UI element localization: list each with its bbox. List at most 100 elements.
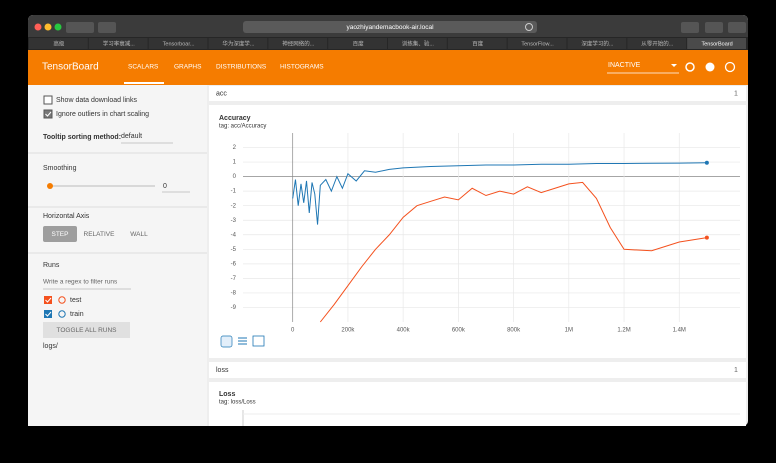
section-count: 1 [734, 367, 738, 374]
tab[interactable] [567, 38, 627, 49]
dropdown-arrow [671, 64, 677, 67]
section-header[interactable] [209, 362, 746, 378]
tab[interactable] [268, 38, 328, 49]
settings-icon[interactable] [705, 62, 715, 72]
y-tick-label: -6 [231, 261, 237, 267]
axis-option[interactable]: RELATIVE [84, 231, 116, 238]
series-end-marker [704, 235, 709, 240]
x-tick-label: 0 [291, 328, 295, 334]
series-line [292, 162, 707, 225]
close-button[interactable] [34, 23, 42, 31]
checkbox[interactable] [43, 95, 53, 105]
help-icon[interactable] [724, 61, 736, 73]
y-tick-label: -8 [231, 291, 237, 297]
axis-button-active[interactable] [43, 226, 77, 242]
tabs: 高级 学习率衰减... Tensorboar... 华为深度学... 神经网络的... 百… [29, 38, 746, 49]
check-mark [45, 311, 52, 317]
minimize-button[interactable] [44, 23, 52, 31]
y-tick-label: -4 [231, 232, 237, 238]
tab-label[interactable]: 华为深度学... [222, 39, 255, 47]
axis-option[interactable]: WALL [130, 231, 148, 238]
y-tick-label: -7 [231, 276, 237, 282]
y-tick-label: 0 [233, 174, 237, 180]
run-color [58, 296, 66, 304]
sidebar [28, 85, 207, 426]
run-color [58, 310, 66, 318]
tab[interactable] [447, 38, 507, 49]
refresh-icon[interactable] [685, 62, 695, 72]
download-button[interactable] [681, 22, 699, 33]
reload-icon[interactable] [525, 23, 533, 31]
section-label: Smoothing [43, 165, 77, 172]
tabs-button[interactable] [728, 22, 746, 33]
tab[interactable] [328, 38, 387, 49]
address-bar[interactable] [243, 21, 537, 33]
run-name: train [70, 311, 84, 318]
runs: test train [44, 296, 84, 318]
tab[interactable] [148, 38, 208, 49]
y-tick-label: -2 [231, 203, 237, 209]
x-tick-label: 1.2M [617, 328, 630, 334]
tab-label[interactable]: 训练集、验... [402, 39, 435, 47]
smoothing-value[interactable]: 0 [163, 183, 167, 190]
run-name: test [70, 297, 81, 304]
tab[interactable] [687, 38, 746, 49]
tab[interactable] [208, 38, 268, 49]
y-tick-label: 2 [233, 145, 237, 151]
plot: 2 1 0 -1 -2 -3 -4 -5 -6 -7 -8 -9 0 200k 400k 600k 800k 1M… [231, 133, 740, 334]
tab[interactable] [88, 38, 148, 49]
logdir: logs/ [43, 343, 58, 350]
slider-thumb[interactable] [47, 183, 53, 189]
y-tick-label: 1 [233, 160, 237, 166]
run-checkbox[interactable] [44, 310, 52, 318]
chart-title: Loss [219, 391, 235, 398]
tab-label[interactable]: 深度学习的... [581, 39, 614, 47]
data-toggle-button[interactable] [238, 337, 247, 345]
section-header[interactable] [209, 86, 746, 101]
tab-label[interactable]: 百度 [353, 39, 365, 47]
run-filter[interactable]: Write a regex to filter runs [43, 279, 118, 286]
history-buttons[interactable] [66, 22, 94, 33]
share-button[interactable] [705, 22, 723, 33]
section-name: acc [216, 90, 227, 97]
sidebar-button[interactable] [98, 22, 116, 33]
y-tick-label: -3 [231, 218, 237, 224]
tab-label[interactable]: 高级 [53, 39, 65, 47]
tab-label[interactable]: TensorFlow... [521, 41, 554, 47]
app-title: TensorBoard [42, 62, 99, 73]
option-label: Show data download links [56, 97, 137, 104]
nav-active-indicator [124, 82, 164, 84]
tab[interactable] [388, 38, 447, 49]
tab-label[interactable]: 学习率衰减... [103, 39, 136, 47]
y-tick-label: -5 [231, 247, 237, 253]
x-tick-label: 800k [507, 328, 521, 334]
nav-item[interactable]: SCALARS [128, 64, 159, 71]
chart-card [209, 105, 746, 358]
tab-label[interactable]: 神经网络的... [282, 39, 315, 47]
checkbox-checked[interactable] [43, 109, 53, 119]
option-label: Ignore outliers in chart scaling [56, 111, 149, 118]
tab[interactable] [29, 38, 88, 49]
tab-label[interactable]: 从零开始的... [641, 39, 674, 47]
tab[interactable] [507, 38, 567, 49]
nav-item[interactable]: DISTRIBUTIONS [216, 64, 267, 71]
tooltip-value[interactable]: default [121, 133, 142, 140]
zoom-button[interactable] [54, 23, 62, 31]
fit-button[interactable] [252, 335, 265, 347]
tab-label[interactable]: 百度 [472, 39, 484, 47]
nav-item[interactable]: GRAPHS [174, 64, 202, 71]
nav-item[interactable]: HISTOGRAMS [280, 64, 324, 71]
toggle-label[interactable]: TOGGLE ALL RUNS [57, 327, 118, 334]
y-tick-label: -9 [231, 305, 237, 311]
expand-button[interactable] [220, 335, 233, 348]
series-line [319, 181, 707, 323]
app-header [28, 50, 748, 85]
axis-option[interactable]: STEP [52, 231, 69, 238]
run-checkbox[interactable] [44, 296, 52, 304]
toggle-button[interactable] [43, 322, 130, 338]
tab-label[interactable]: Tensorboar... [163, 41, 195, 47]
tab[interactable] [627, 38, 687, 49]
tab-label[interactable]: TensorBoard [701, 41, 732, 47]
status[interactable]: INACTIVE [608, 62, 641, 69]
